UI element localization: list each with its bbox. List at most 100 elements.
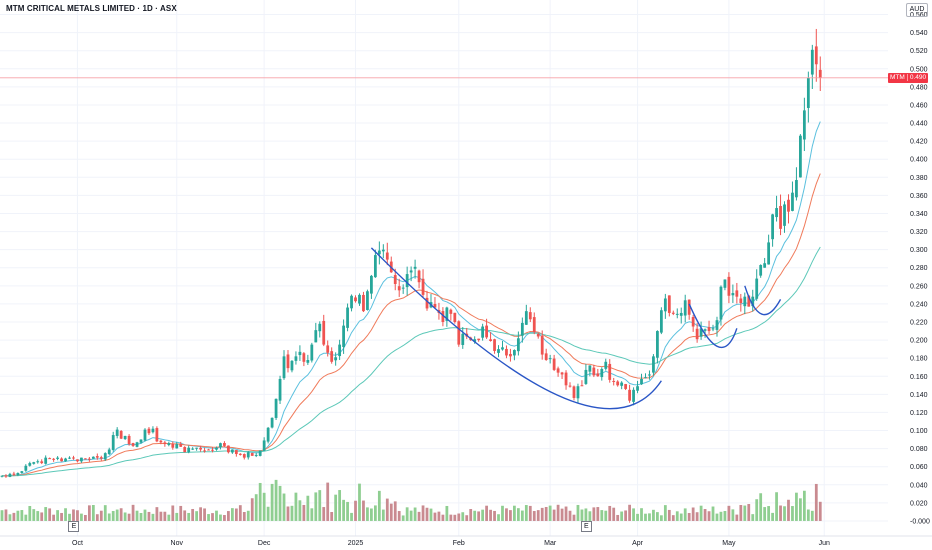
volume-bar (771, 512, 774, 521)
y-tick-label: 0.020 (910, 500, 928, 507)
candle-body (759, 265, 763, 276)
volume-bar (743, 505, 747, 521)
candle-body (64, 458, 67, 462)
candle-body (155, 428, 159, 442)
candle-body (473, 339, 477, 342)
ema-50-line (1, 246, 821, 477)
volume-bar (187, 512, 191, 521)
volume-bar (258, 482, 262, 521)
candle-body (366, 291, 369, 310)
candle-body (211, 449, 214, 451)
candle-body (421, 278, 425, 295)
y-tick-label: 0.540 (910, 30, 928, 37)
candle-body (612, 380, 616, 382)
candle-body (282, 356, 286, 379)
earnings-marker[interactable]: E (68, 521, 80, 532)
candle-body (576, 386, 580, 399)
candle-body (227, 445, 230, 453)
candle-body (334, 357, 338, 361)
volume-bar (20, 510, 24, 521)
volume-bar (330, 511, 334, 521)
candle-body (771, 214, 774, 240)
candle-body (147, 428, 151, 434)
candle-body (747, 295, 751, 307)
candle-body (405, 274, 409, 288)
candle-body (513, 350, 516, 356)
candle-body (763, 263, 767, 268)
volume-bar (687, 513, 691, 521)
candle-body (588, 365, 592, 372)
candle-body (628, 389, 631, 401)
candle-body (441, 311, 445, 322)
volume-bar (318, 490, 322, 521)
candle-body (294, 356, 298, 361)
volume-bar (338, 490, 342, 521)
volume-bar (616, 514, 620, 521)
volume-bar (0, 510, 4, 521)
handle-curve (688, 303, 738, 348)
x-tick-label: Mar (544, 540, 557, 547)
volume-bar (469, 509, 473, 521)
candle-body (223, 443, 226, 446)
volume-bar (663, 505, 667, 521)
volume-bar (76, 510, 79, 521)
y-tick-label: 0.100 (910, 428, 928, 435)
volume-bar (715, 513, 719, 521)
volume-bar (604, 510, 608, 521)
candle-body (195, 447, 199, 449)
candle-body (497, 349, 500, 353)
volume-bar (572, 514, 576, 521)
candle-body (802, 110, 806, 140)
y-tick-label: 0.480 (910, 84, 928, 91)
candle-body (723, 279, 727, 288)
candle-body (330, 351, 334, 362)
candle-body (290, 360, 294, 371)
volume-bar (274, 479, 278, 521)
candle-body (663, 298, 667, 312)
volume-bar (536, 510, 540, 521)
candle-body (250, 453, 254, 456)
volume-bar (127, 513, 131, 521)
volume-bar (596, 507, 600, 521)
volume-bar (111, 510, 115, 521)
candle-body (532, 317, 536, 332)
volume-bar (723, 511, 727, 521)
candle-body (735, 290, 739, 297)
candle-body (457, 321, 461, 345)
candle-body (270, 417, 274, 428)
volume-bar (16, 510, 20, 521)
candle-body (755, 278, 759, 299)
y-tick-label: 0.340 (910, 211, 928, 218)
volume-bar (191, 508, 195, 521)
volume-bar (802, 490, 806, 521)
candle-body (99, 457, 103, 459)
volume-bar (270, 483, 274, 521)
candle-body (381, 249, 385, 252)
candle-body (48, 458, 52, 460)
volume-bar (568, 510, 572, 521)
candle-body (568, 385, 572, 387)
candle-body (191, 448, 195, 450)
volume-bar (266, 506, 270, 521)
candle-body (493, 339, 496, 351)
candle-body (791, 192, 794, 211)
volume-bar (461, 512, 465, 521)
volume-bar (445, 505, 449, 521)
volume-bar (350, 512, 353, 521)
candle-body (679, 312, 683, 316)
candle-body (266, 427, 270, 442)
candle-body (0, 475, 4, 477)
currency-button[interactable]: AUD (906, 3, 928, 17)
volume-bar (290, 505, 294, 521)
candle-body (107, 449, 111, 455)
last-price-tag: MTM 0.490 (888, 72, 929, 83)
earnings-marker[interactable]: E (580, 521, 592, 532)
volume-bar (759, 493, 763, 521)
volume-bar (167, 514, 171, 521)
candle-body (163, 442, 167, 445)
volume-bar (370, 508, 373, 521)
y-tick-label: 0.260 (910, 283, 928, 290)
candle-body (338, 344, 342, 357)
volume-bar (219, 514, 222, 521)
